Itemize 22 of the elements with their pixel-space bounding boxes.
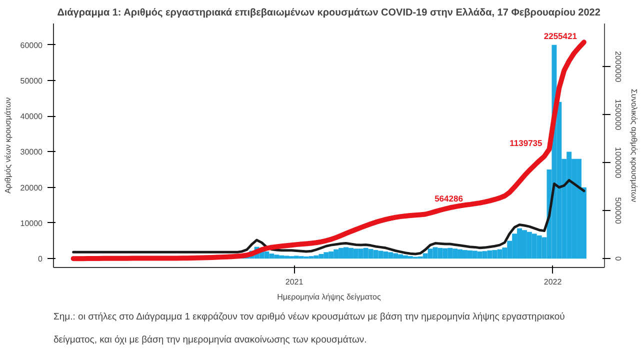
y2-tick-label: 500000 — [614, 197, 622, 224]
y-tick-label: 60000 — [20, 40, 44, 50]
y2-tick-label: 1000000 — [614, 147, 622, 179]
y-axis-title: Αριθμός νέων κρουσμάτων — [3, 97, 12, 194]
y-tick-label: 20000 — [20, 183, 44, 192]
x-tick-label: 2021 — [285, 278, 304, 286]
data-label: 2255421 — [544, 31, 578, 42]
y2-tick-label: 2000000 — [614, 51, 622, 83]
y-tick-label: 50000 — [20, 76, 44, 86]
y-tick-label: 30000 — [20, 148, 44, 157]
text: Σημ.: οι στήλες στο Διάγραμμα 1 εκφράζουν τον αριθμό νέων κρουσμάτων με βάση την ημερομηνία λήψης εργαστηριακού δείγματος, και όχι με βάση την ημερομηνία ανακοίνωσης των κρουσμάτων. — [54, 312, 565, 346]
y2-axis-title: Συνολικός αριθμός κρουσμάτων — [630, 88, 638, 202]
data-label: 564286 — [434, 193, 464, 204]
x-axis-title: Ημερομηνία λήψης δείγματος — [277, 292, 381, 302]
chart-title: Διάγραμμα 1: Αριθμός εργαστηριακά επιβεβαιωμένων κρουσμάτων COVID-19 στην Ελλάδα, 17 Φεβρουαρίου 2022 — [57, 8, 601, 18]
y-tick-label: 40000 — [20, 112, 44, 122]
y2-tick-label: 0 — [614, 256, 622, 262]
x-tick-label: 2022 — [544, 278, 562, 286]
y2-tick-label: 1500000 — [614, 99, 622, 131]
y-tick-label: 10000 — [20, 218, 44, 228]
data-label: 1139735 — [510, 138, 543, 148]
y-tick-label: 0 — [38, 254, 44, 264]
